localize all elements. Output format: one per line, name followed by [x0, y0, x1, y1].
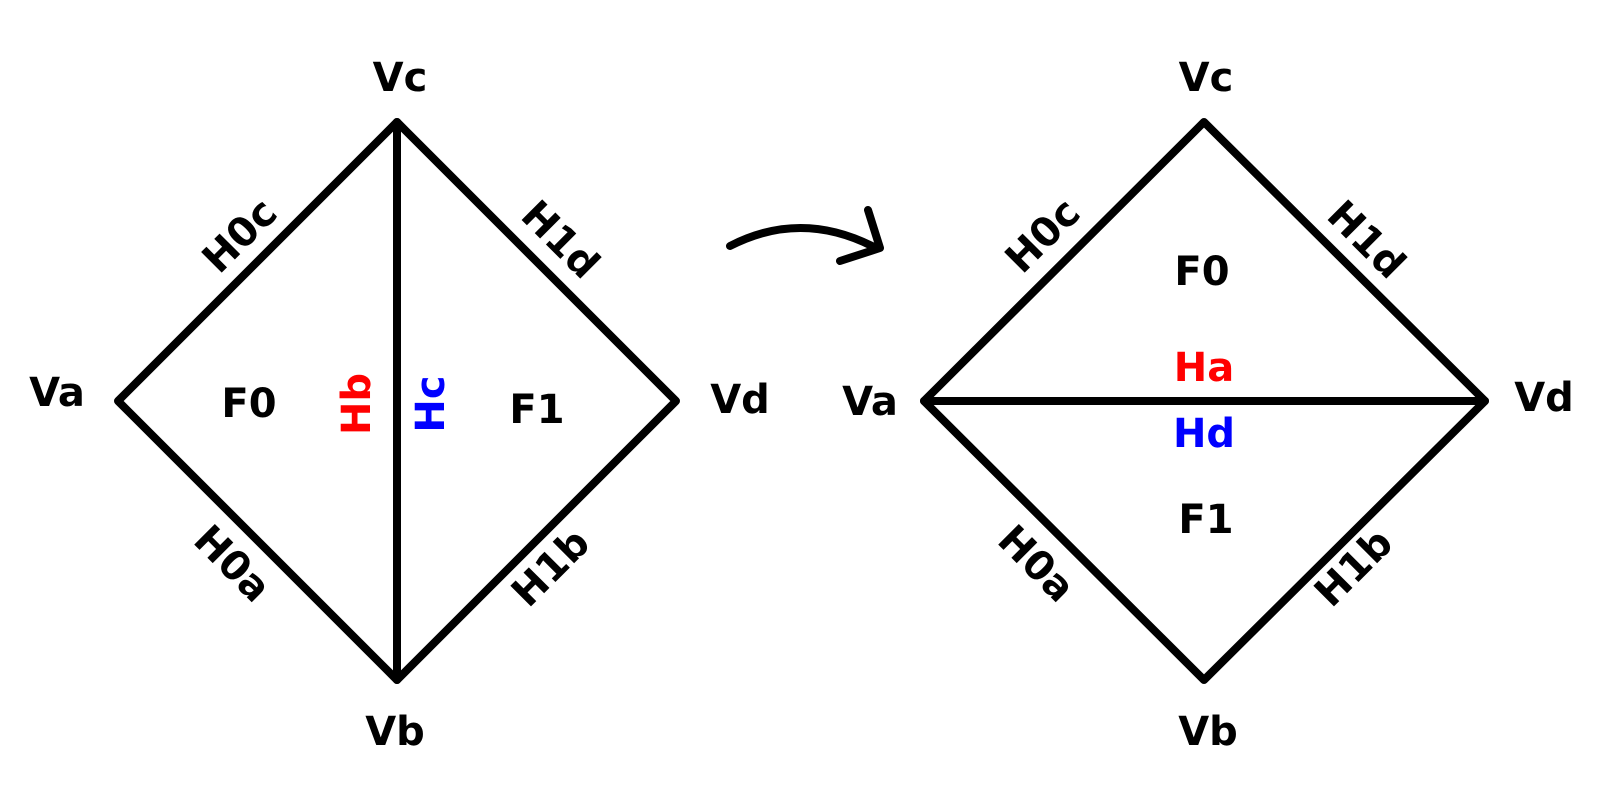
left-vertex-vb: Vb [365, 709, 425, 755]
curved-arrow-right-icon [726, 206, 884, 265]
left-edge-h0c: H0c [194, 190, 287, 283]
left-face-f0: F0 [221, 381, 276, 427]
right-face-f0: F0 [1174, 249, 1229, 295]
left-halfedge-hc: Hc [408, 375, 454, 432]
right-edge-h1d: H1d [1318, 192, 1414, 288]
left-vertex-vd: Vd [710, 377, 770, 423]
right-vertex-vc: Vc [1179, 55, 1234, 101]
right-halfedge-ha: Ha [1174, 345, 1234, 391]
right-edge-h0a: H0a [989, 517, 1084, 612]
right-face-f1: F1 [1178, 497, 1233, 543]
left-edge-h1b: H1b [503, 520, 599, 616]
right-halfedge-hd: Hd [1173, 411, 1235, 457]
right-mesh: Vc Va Vd Vb F0 F1 Ha Hd H0c H1d H0a H1b [842, 55, 1574, 755]
left-halfedge-hb: Hb [334, 373, 380, 435]
right-vertex-vd: Vd [1514, 375, 1574, 421]
right-vertex-va: Va [842, 379, 898, 425]
left-edge-h1d: H1d [512, 192, 608, 288]
left-edge-h0a: H0a [185, 517, 280, 612]
left-vertex-vc: Vc [373, 55, 428, 101]
right-vertex-vb: Vb [1178, 709, 1238, 755]
left-vertex-va: Va [29, 370, 85, 416]
left-face-f1: F1 [509, 387, 564, 433]
right-edge-h1b: H1b [1306, 520, 1402, 616]
right-edge-h0c: H0c [997, 190, 1090, 283]
right-outline [920, 118, 1489, 684]
left-mesh: Vc Va Vd Vb F0 F1 H0c H1d H0a H1b Hb Hc [29, 55, 770, 755]
